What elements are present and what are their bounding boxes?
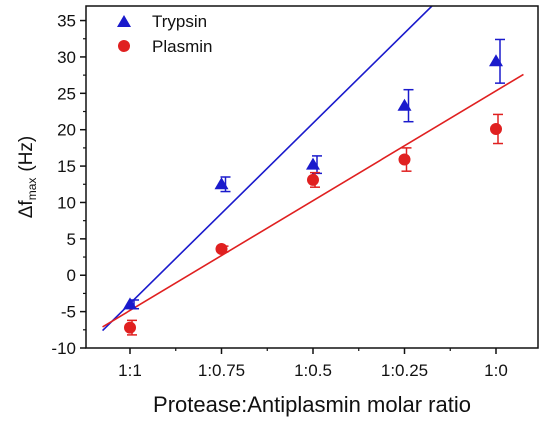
y-tick-label: 35 xyxy=(57,12,76,31)
trypsin-point xyxy=(123,297,137,310)
x-tick-labels: 1:1 1:0.75 1:0.5 1:0.25 1:0 xyxy=(118,361,508,380)
legend-trypsin-label: Trypsin xyxy=(152,12,207,31)
fit-lines xyxy=(101,6,524,332)
x-tick-label: 1:0.25 xyxy=(381,361,428,380)
legend: Trypsin Plasmin xyxy=(117,12,212,56)
y-axis-title: Δfmax (Hz) xyxy=(16,136,39,219)
plasmin-point xyxy=(307,173,319,186)
y-tick-label: 20 xyxy=(57,121,76,140)
y-axis-title-unit: (Hz) xyxy=(16,136,37,172)
y-tick-label: 10 xyxy=(57,193,76,212)
y-tick-label: -10 xyxy=(51,339,76,358)
y-axis-title-main: Δf xyxy=(16,200,37,219)
x-tick-label: 1:0 xyxy=(484,361,508,380)
y-tick-label: 15 xyxy=(57,157,76,176)
trypsin-point xyxy=(397,98,412,111)
y-tick-labels: -10 -5 0 5 10 15 20 25 30 35 xyxy=(51,12,76,358)
trypsin-point xyxy=(306,157,320,170)
legend-plasmin-marker xyxy=(118,40,130,52)
x-tick-label: 1:0.5 xyxy=(294,361,332,380)
x-tick-label: 1:0.75 xyxy=(198,361,245,380)
error-bars xyxy=(127,38,505,336)
legend-trypsin-marker xyxy=(117,15,131,27)
x-axis-title: Protease:Antiplasmin molar ratio xyxy=(153,392,471,417)
y-tick-label: 5 xyxy=(67,230,76,249)
tick-marks xyxy=(80,19,497,354)
y-axis-title-sub: max xyxy=(25,178,39,201)
y-tick-label: 0 xyxy=(67,266,76,285)
legend-plasmin-label: Plasmin xyxy=(152,37,212,56)
plasmin-fit-line xyxy=(102,73,524,328)
y-tick-label: 25 xyxy=(57,84,76,103)
plasmin-point xyxy=(398,153,411,166)
plasmin-point xyxy=(215,243,228,256)
trypsin-point xyxy=(214,177,229,190)
y-tick-label: -5 xyxy=(61,303,76,322)
y-tick-label: 30 xyxy=(57,48,76,67)
data-points xyxy=(123,54,503,334)
x-tick-label: 1:1 xyxy=(118,361,142,380)
plot-frame xyxy=(85,5,539,349)
trypsin-point xyxy=(489,54,503,67)
trypsin-fit-line xyxy=(101,6,433,332)
plasmin-point xyxy=(490,122,502,135)
plasmin-point xyxy=(124,321,136,334)
